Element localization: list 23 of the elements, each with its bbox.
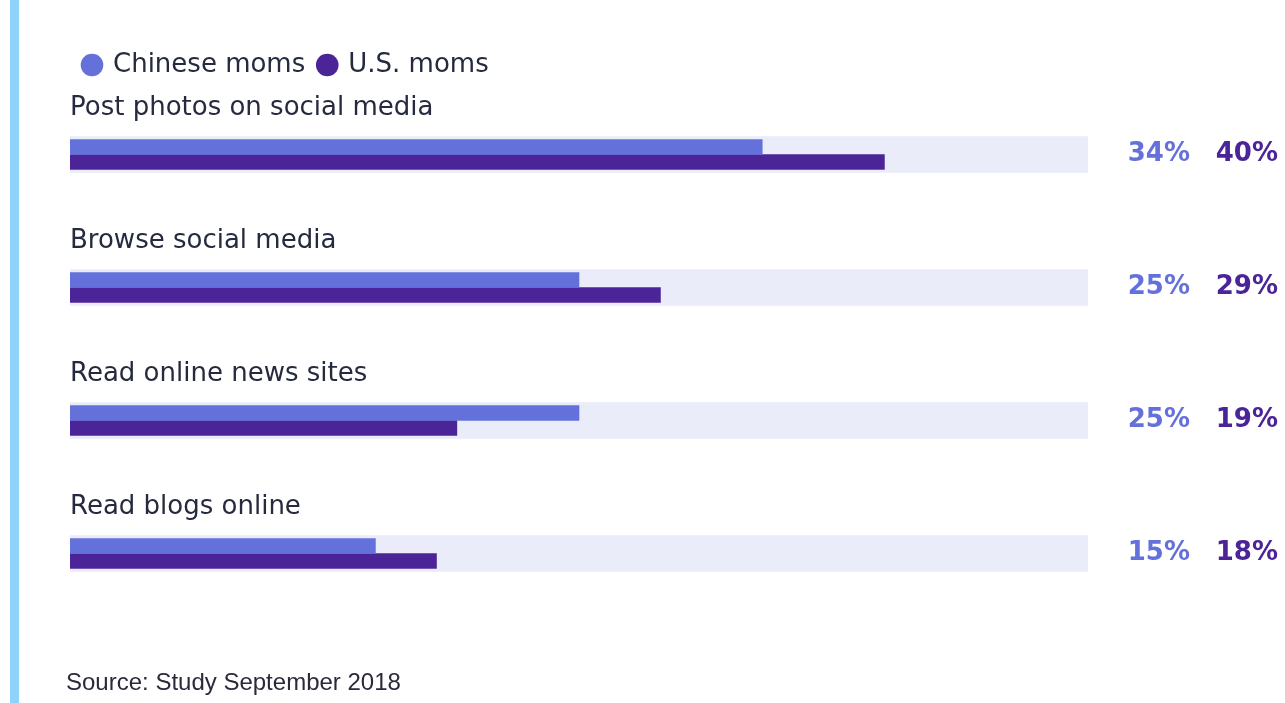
bar	[70, 287, 661, 303]
legend-label: U.S. moms	[348, 47, 489, 78]
data-label: 29%	[1215, 270, 1278, 301]
bar	[70, 420, 458, 436]
source-note: Source: Study September 2018	[66, 668, 401, 696]
data-label: 18%	[1215, 536, 1278, 567]
y-tick-label: Read online news sites	[70, 357, 368, 388]
bar	[70, 405, 580, 421]
bar	[70, 272, 580, 288]
bar	[70, 553, 437, 569]
y-tick-label: Post photos on social media	[70, 91, 434, 122]
bar	[70, 139, 763, 155]
data-label: 19%	[1215, 403, 1278, 434]
bar	[70, 154, 885, 170]
data-label: 34%	[1127, 137, 1190, 168]
data-label: 25%	[1127, 403, 1190, 434]
y-tick-label: Browse social media	[70, 224, 337, 255]
data-label: 25%	[1127, 270, 1190, 301]
y-tick-label: Read blogs online	[70, 490, 301, 521]
data-label: 40%	[1215, 137, 1278, 168]
bar	[70, 538, 376, 554]
legend-label: Chinese moms	[113, 47, 306, 78]
data-label: 15%	[1127, 536, 1190, 567]
